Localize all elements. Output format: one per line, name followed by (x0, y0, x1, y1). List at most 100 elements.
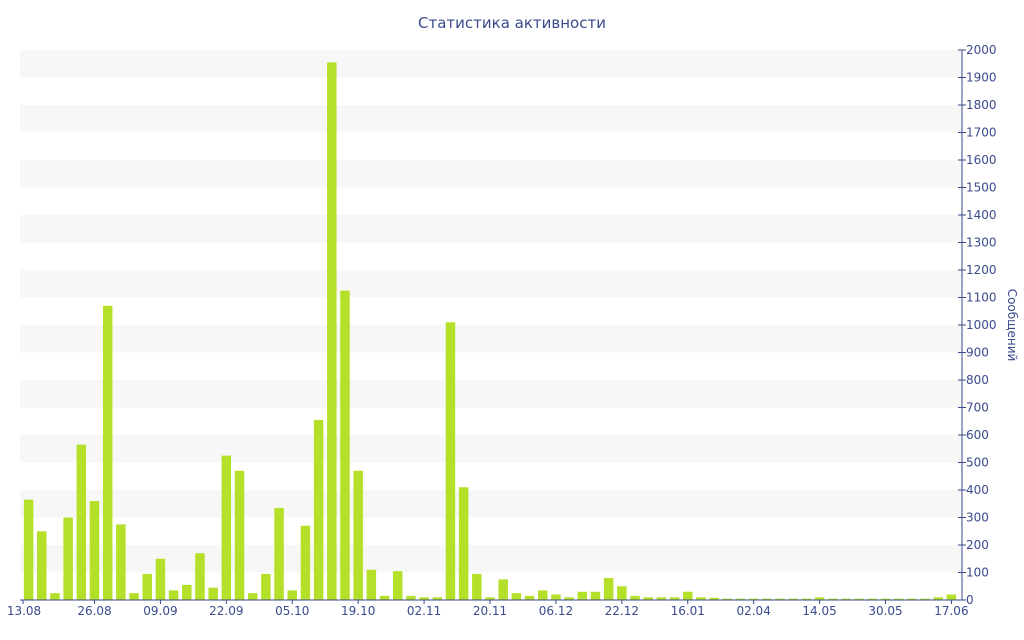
grid-band (20, 490, 962, 518)
y-tick-label: 1700 (966, 126, 997, 140)
grid-band (20, 105, 962, 133)
bar (327, 62, 337, 601)
x-tick-label: 17.06 (934, 604, 968, 618)
x-tick-label: 02.11 (407, 604, 441, 618)
bar (564, 597, 574, 600)
bar (63, 517, 73, 600)
bar (129, 593, 139, 601)
bar (23, 499, 34, 601)
bar (89, 501, 100, 600)
y-tick-label: 1000 (966, 318, 997, 332)
bar (392, 571, 403, 601)
x-tick-label: 13.08 (7, 604, 41, 618)
x-tick-label: 06.12 (539, 604, 573, 618)
bar (893, 598, 904, 601)
bar (643, 597, 653, 600)
bar (524, 595, 535, 601)
bar (683, 591, 693, 600)
bar (287, 590, 297, 601)
bar (116, 524, 126, 601)
bar (366, 569, 377, 600)
bar (880, 598, 891, 601)
bar (102, 305, 113, 600)
y-tick-label: 0 (966, 593, 974, 607)
x-tick-labels: 13.08 26.08 09.09 22.09 05.10 19.10 02.11 20.11… (7, 604, 969, 618)
bar (762, 598, 772, 601)
y-tick-label: 2000 (966, 43, 997, 57)
bar (603, 578, 614, 600)
bar (472, 573, 482, 601)
bar (907, 598, 917, 601)
bar (182, 584, 192, 601)
y-tick-label: 500 (966, 456, 989, 470)
bar (274, 507, 284, 601)
y-tick-label: 1300 (966, 236, 997, 250)
bar (353, 470, 363, 600)
bar (854, 598, 864, 601)
x-tick-label: 02.04 (736, 604, 770, 618)
bar (300, 525, 311, 600)
bar (142, 573, 152, 601)
bar (537, 590, 548, 601)
x-tick-label: 14.05 (802, 604, 836, 618)
x-tick-label: 19.10 (341, 604, 375, 618)
grid-band (20, 50, 962, 78)
bar (577, 591, 588, 600)
bar (617, 586, 627, 600)
bar (709, 597, 719, 600)
bar (696, 597, 706, 600)
y-tick-label: 600 (966, 428, 989, 442)
x-tick-label: 26.08 (77, 604, 111, 618)
bar (656, 597, 667, 600)
bar (946, 594, 957, 600)
bar (722, 598, 733, 601)
bar (748, 598, 759, 601)
x-tick-label: 22.12 (605, 604, 639, 618)
grid-band (20, 270, 962, 298)
bar (168, 590, 179, 601)
bar (590, 591, 601, 600)
y-tick-label: 1600 (966, 153, 997, 167)
y-tick-label: 1100 (966, 291, 997, 305)
bar (788, 598, 798, 601)
bar (195, 553, 205, 600)
x-tick-label: 09.09 (143, 604, 177, 618)
bar (221, 455, 232, 601)
bar (340, 290, 350, 601)
y-tick-label: 1900 (966, 71, 997, 85)
y-tick-label: 1500 (966, 181, 997, 195)
bar (775, 598, 785, 601)
y-tick-label: 1400 (966, 208, 997, 222)
y-tick-label: 1800 (966, 98, 997, 112)
bar (419, 597, 429, 600)
bar (828, 598, 838, 601)
grid-band (20, 435, 962, 463)
bar (76, 444, 87, 601)
y-tick-labels: 0 100 200 300 400 500 600 700 800 900 1000 1100 1200… (966, 43, 997, 607)
bar (735, 598, 746, 601)
bar (432, 597, 443, 600)
y-tick-label: 900 (966, 346, 989, 360)
x-tick-label: 20.11 (473, 604, 507, 618)
x-tick-label: 30.05 (868, 604, 902, 618)
bar (155, 558, 166, 600)
bar (485, 597, 495, 600)
x-tick-label: 22.09 (209, 604, 243, 618)
grid-band (20, 160, 962, 188)
grid-band (20, 380, 962, 408)
bar (406, 595, 416, 601)
y-tick-label: 400 (966, 483, 989, 497)
x-tick-label: 16.01 (671, 604, 705, 618)
bar (814, 597, 825, 600)
bar (511, 593, 522, 601)
grid-band (20, 545, 962, 573)
bar (261, 573, 271, 601)
bar (247, 593, 258, 601)
grid-bands (20, 50, 962, 573)
bar (933, 597, 943, 600)
bar (920, 598, 930, 601)
bar (551, 594, 561, 600)
bars (23, 62, 957, 601)
